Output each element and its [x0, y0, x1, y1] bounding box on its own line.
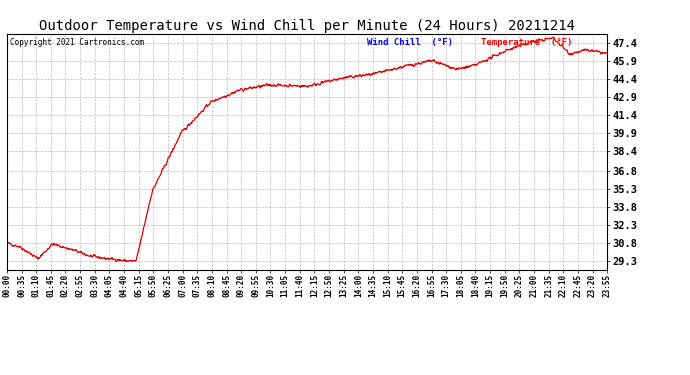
Text: Temperature  (°F): Temperature (°F) [481, 39, 573, 48]
Text: Copyright 2021 Cartronics.com: Copyright 2021 Cartronics.com [10, 39, 144, 48]
Text: Wind Chill  (°F): Wind Chill (°F) [367, 39, 453, 48]
Title: Outdoor Temperature vs Wind Chill per Minute (24 Hours) 20211214: Outdoor Temperature vs Wind Chill per Mi… [39, 19, 575, 33]
